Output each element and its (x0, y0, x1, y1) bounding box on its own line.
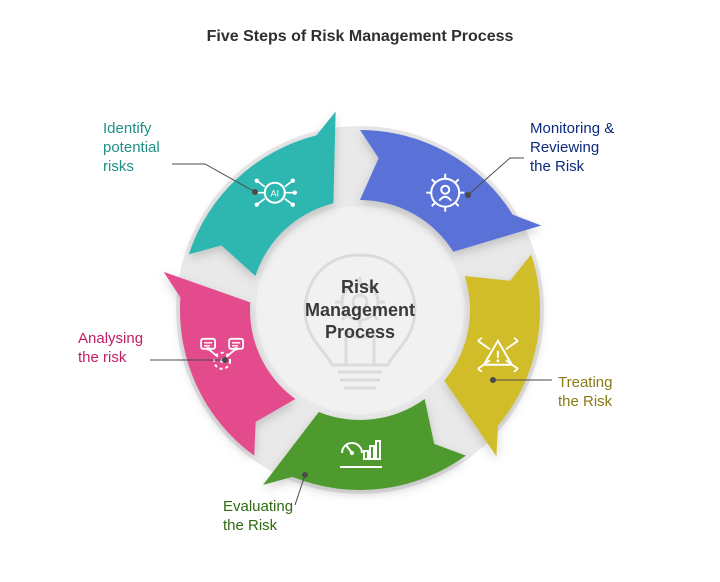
identify-icon: AI (253, 178, 297, 206)
monitor-icon (426, 174, 464, 212)
label-treat: Treating the Risk (558, 374, 612, 412)
label-identify: Identify potential risks (103, 120, 160, 176)
svg-text:AI: AI (271, 189, 280, 199)
label-evaluate: Evaluating the Risk (223, 498, 293, 536)
label-monitor: Monitoring & Reviewing the Risk (530, 120, 614, 176)
label-analyse: Analysing the risk (78, 330, 143, 368)
center-label: Risk Management Process (250, 276, 470, 344)
infographic-stage: Five Steps of Risk Management Process AI… (0, 0, 720, 582)
